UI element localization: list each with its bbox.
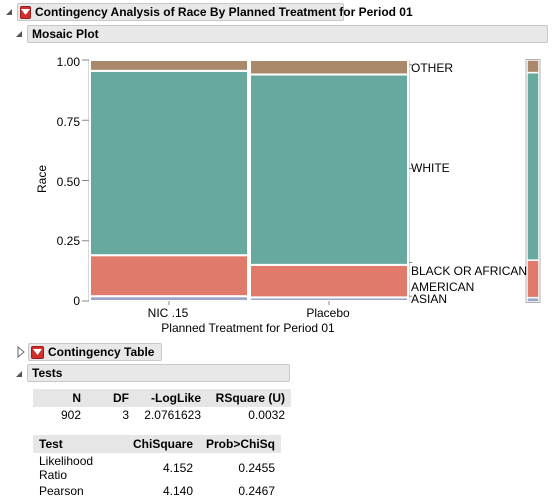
disclosure-open-icon[interactable] — [13, 28, 25, 40]
mosaic-cell-white-0 — [89, 69, 249, 257]
y-tick-label: 1.00 — [56, 55, 80, 69]
tests-summary-table: N DF -LogLike RSquare (U) 902 3 2.076162… — [33, 389, 291, 423]
race-label-black: BLACK OR AFRICAN — [411, 264, 528, 278]
table-cell: 0.2467 — [238, 484, 276, 498]
mosaic-cell-other-0 — [89, 59, 249, 72]
report-title-bar: Contingency Analysis of Race By Planned … — [17, 3, 413, 21]
marginal-segment-black-or-african-american — [526, 259, 540, 299]
column-header: Prob>ChiSq — [199, 435, 282, 453]
table-cell: 0.0032 — [248, 408, 285, 422]
marginal-frame — [525, 59, 541, 303]
table-row: 902 3 2.0761623 0.0032 — [33, 407, 291, 423]
mosaic-plot-title-bar: Mosaic Plot — [27, 25, 548, 43]
table-cell: 2.0761623 — [144, 408, 201, 422]
mosaic-cell-other-1 — [249, 59, 409, 76]
mosaic-cell-black-or-african-american-1 — [249, 263, 409, 299]
column-header: Test — [33, 435, 127, 453]
table-row: Pearson 4.140 0.2467 — [33, 483, 281, 499]
red-triangle-menu-icon[interactable] — [31, 345, 44, 359]
race-label-american: AMERICAN — [411, 280, 475, 294]
mosaic-cell-black-or-african-american-0 — [89, 254, 249, 298]
y-tick-label: 0.75 — [56, 115, 80, 129]
table-cell: 4.152 — [162, 461, 194, 475]
red-triangle-menu-icon[interactable] — [20, 5, 31, 19]
mosaic-plot[interactable] — [82, 58, 412, 308]
x-tick-label: NIC .15 — [147, 306, 189, 320]
contingency-table-title-bar: Contingency Table — [28, 343, 162, 361]
tests-title: Tests — [32, 366, 63, 380]
x-axis-label: Planned Treatment for Period 01 — [161, 321, 335, 335]
table-cell: Likelihood Ratio — [39, 454, 94, 482]
tests-title-bar: Tests — [27, 364, 290, 382]
y-tick-label: 0.50 — [56, 175, 80, 189]
column-header: DF — [87, 389, 135, 407]
mosaic-plot-title: Mosaic Plot — [32, 27, 99, 41]
contingency-table-title: Contingency Table — [48, 345, 155, 359]
column-header: RSquare (U) — [207, 389, 291, 407]
marginal-segment-white — [526, 71, 540, 261]
disclosure-closed-icon[interactable] — [15, 346, 27, 358]
column-header: N — [33, 389, 87, 407]
table-cell: 902 — [60, 408, 81, 422]
disclosure-open-icon[interactable] — [13, 368, 25, 380]
table-header-row: N DF -LogLike RSquare (U) — [33, 389, 291, 407]
table-header-row: Test ChiSquare Prob>ChiSq — [33, 435, 282, 453]
table-row: Likelihood Ratio 4.152 0.2455 — [33, 453, 281, 483]
table-cell: 4.140 — [162, 484, 194, 498]
race-label-other: OTHER — [411, 61, 453, 75]
tests-table: Test ChiSquare Prob>ChiSq Likelihood Rat… — [33, 435, 282, 499]
table-cell: 0.2455 — [238, 461, 276, 475]
table-cell: Pearson — [39, 484, 84, 498]
column-header: -LogLike — [135, 389, 207, 407]
race-label-asian: ASIAN — [411, 292, 448, 306]
marginal-bar[interactable] — [524, 59, 542, 303]
marginal-segment-other — [526, 59, 540, 74]
column-header: ChiSquare — [127, 435, 200, 453]
mosaic-cell-white-1 — [249, 73, 409, 266]
table-cell: 3 — [122, 408, 129, 422]
x-tick-label: Placebo — [306, 306, 350, 320]
disclosure-open-icon[interactable] — [3, 6, 15, 18]
y-tick-label: 0 — [73, 294, 80, 308]
report-title: Contingency Analysis of Race By Planned … — [35, 5, 413, 19]
y-tick-label: 0.25 — [56, 234, 80, 248]
race-label-white: WHITE — [411, 161, 450, 175]
